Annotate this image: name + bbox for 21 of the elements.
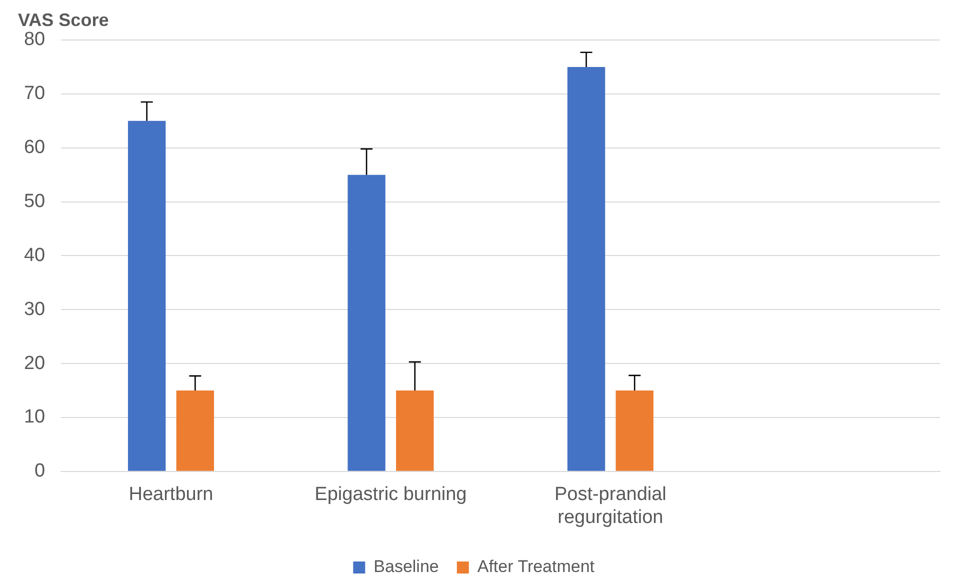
y-tick-label: 70 [24, 83, 46, 104]
x-tick-label: Heartburn [128, 484, 214, 506]
bar [567, 66, 606, 471]
x-tick-label: Post-prandial regurgitation [554, 484, 666, 528]
y-tick-label: 0 [34, 460, 46, 482]
legend-label: After Treatment [477, 557, 595, 576]
bar [396, 390, 434, 471]
y-tick-label: 80 [24, 29, 46, 50]
x-tick-label: Epigastric burning [314, 484, 467, 506]
y-tick-label: 30 [24, 298, 46, 320]
y-tick-label: 60 [24, 137, 46, 158]
y-axis-title: VAS Score [18, 10, 109, 30]
bar [348, 174, 386, 471]
bar [128, 120, 166, 471]
y-tick-label: 50 [24, 191, 46, 212]
y-tick-label: 10 [24, 406, 46, 428]
bar [176, 390, 214, 471]
y-tick-label: 20 [24, 352, 46, 374]
y-tick-label: 40 [24, 244, 46, 266]
legend-label: Baseline [374, 557, 439, 576]
bar [616, 390, 654, 471]
